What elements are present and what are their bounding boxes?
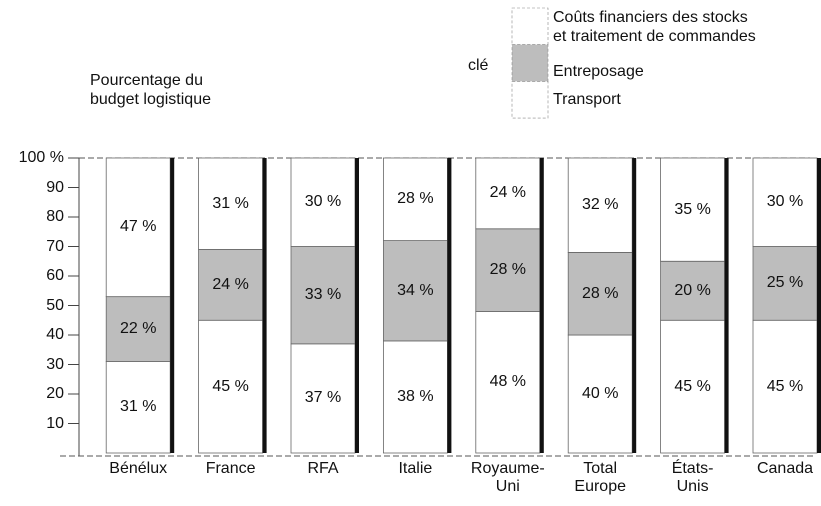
bar-segment [198,157,264,250]
y-tick-label: 40 [46,326,64,343]
bar-segment [382,240,448,342]
y-tick-label: 50 [46,296,64,314]
value-label: 31 % [212,194,249,212]
bar-segment [382,157,448,241]
value-label: 37 % [304,389,342,407]
value-label: 30 % [766,193,804,211]
bar-segment [198,249,264,321]
y-tick-label: 100 % [18,149,64,166]
bar-shadow [724,158,729,453]
bar-segment [475,310,541,454]
value-label: 45 % [674,377,711,395]
x-tick-label: Italie [398,460,433,477]
bar-segment [567,334,633,454]
legend-label: Entreposage [553,63,644,80]
value-label: 20 % [674,281,711,299]
value-label: 28 % [489,261,527,279]
legend-label: Transport [553,91,621,108]
bar-segment [752,319,818,454]
bar-segment [105,361,171,454]
value-label: 28 % [581,284,619,302]
value-label: 30 % [304,193,342,211]
x-tick-label: France [205,460,256,477]
value-label: 47 % [119,218,157,236]
value-label: 38 % [397,387,434,405]
bar-shadow [817,158,821,453]
bar-segment [290,246,356,345]
bar-segment [475,228,541,312]
value-label: 35 % [674,200,711,218]
x-tick-label: RFA [307,460,339,477]
bar-segment [660,157,725,262]
legend-label: Coûts financiers des stocks et traitemen… [553,9,756,45]
bar-shadow [539,158,544,453]
value-label: 28 % [397,190,434,208]
legend-title: clé [468,57,489,74]
y-tick-label: 10 [46,414,64,432]
bar-segment [105,296,171,362]
x-tick-label: Bénélux [109,460,168,477]
x-tick-label: États- Unis [671,460,714,495]
value-label: 24 % [212,275,249,293]
bar-segment [567,251,633,336]
y-tick-label: 90 [46,178,64,196]
value-label: 32 % [581,196,619,214]
value-label: 34 % [397,281,434,299]
bar-shadow [170,158,175,453]
bar-shadow [447,158,452,453]
bar-segment [752,246,818,321]
legend-swatch [511,7,549,46]
x-tick-label: Canada [756,460,814,477]
value-label: 45 % [212,377,249,395]
bar-shadow [355,158,359,453]
x-tick-label: Royaume- Uni [470,460,545,495]
value-label: 48 % [489,373,527,391]
bar-segment [660,319,725,454]
value-label: 31 % [119,398,157,416]
bar-segment [105,157,171,298]
y-axis-title: Pourcentage du budget logistique [90,72,211,108]
bar-shadow [262,158,267,453]
bar-segment [382,340,448,454]
value-label: 22 % [119,320,157,338]
bar-segment [752,157,818,247]
value-label: 25 % [766,274,804,292]
value-label: 33 % [304,286,342,304]
bar-segment [567,157,633,253]
bar-segment [660,260,725,321]
y-tick-label: 70 [46,237,64,255]
y-tick-label: 60 [46,267,64,284]
value-label: 40 % [581,385,619,402]
value-label: 24 % [489,184,527,202]
y-tick-label: 20 [46,385,64,402]
legend-swatch [511,44,549,82]
y-tick-label: 30 [46,355,64,373]
bar-shadow [632,158,637,453]
bar-segment [290,343,356,454]
y-tick-label: 80 [46,208,64,225]
bar-segment [475,157,541,230]
value-label: 45 % [766,377,804,395]
x-tick-label: Total Europe [574,460,626,495]
legend-swatch [511,81,549,119]
